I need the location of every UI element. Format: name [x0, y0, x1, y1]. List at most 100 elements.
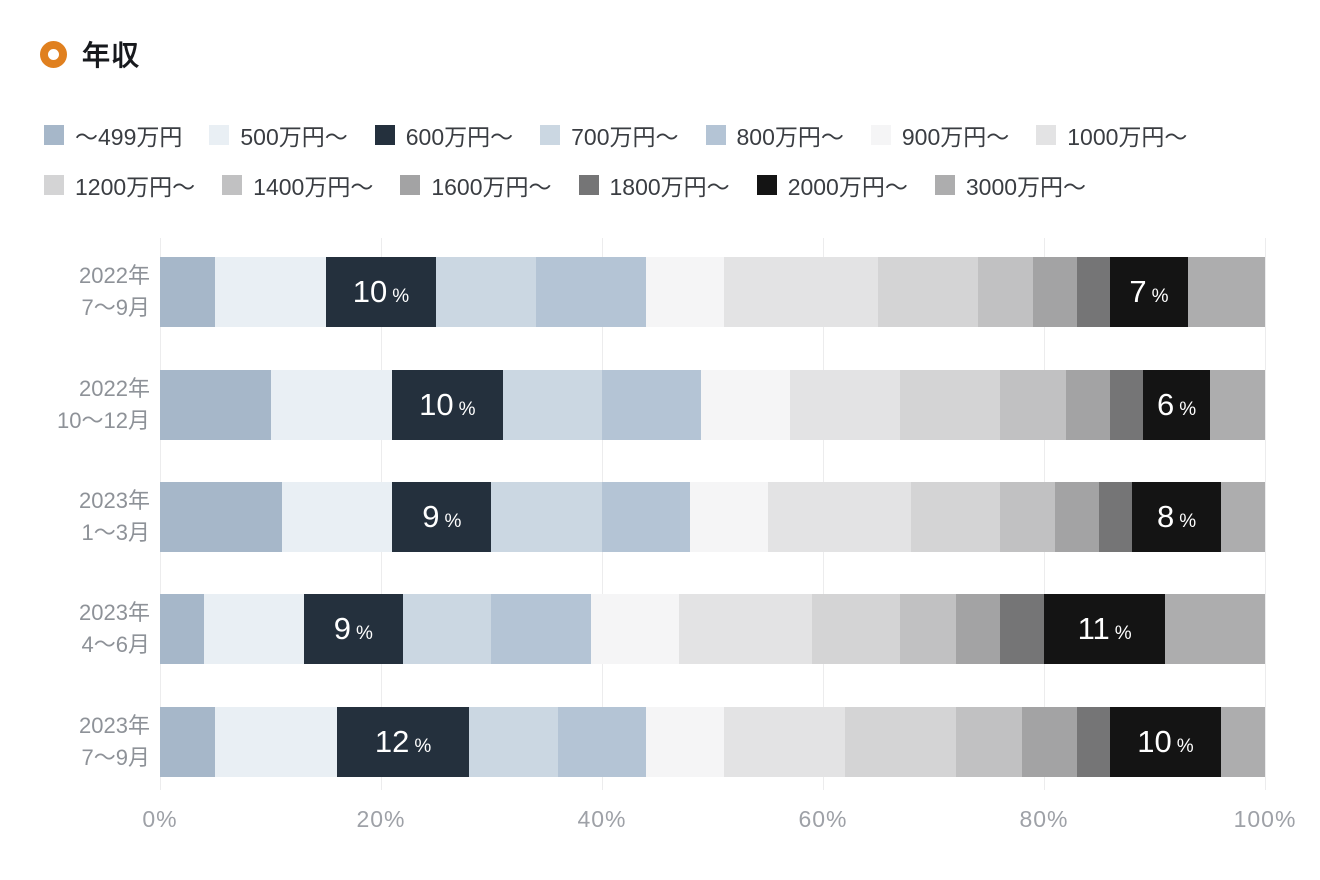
bar-segment — [1032, 257, 1078, 327]
bar-segment: 10% — [1110, 707, 1221, 777]
bar-segment — [281, 482, 393, 552]
legend: 〜499万円 500万円〜 600万円〜 700万円〜 800万円〜 900万円〜 1000… — [44, 118, 1294, 202]
legend-swatch — [374, 125, 395, 145]
row-label-line: 4〜6月 — [81, 632, 150, 657]
segment-value-label: 8% — [1157, 499, 1196, 535]
legend-item: 〜499万円 — [44, 118, 182, 152]
bar-segment — [160, 482, 282, 552]
legend-swatch — [44, 125, 64, 145]
row-label-line: 10〜12月 — [57, 408, 150, 433]
row-label-line: 2022年 — [79, 263, 150, 288]
segment-value-label: 10% — [419, 387, 475, 423]
legend-label: 500万円〜 — [240, 124, 348, 150]
bar-segment — [1055, 482, 1100, 552]
bar-segment — [215, 257, 326, 327]
segment-value-label: 9% — [422, 499, 461, 535]
bar-segment — [204, 594, 304, 664]
legend-label: 3000万円〜 — [965, 174, 1087, 200]
bar-segment — [491, 482, 602, 552]
bar-segment — [679, 594, 812, 664]
x-tick-label: 0% — [142, 806, 178, 832]
row-label-line: 7〜9月 — [81, 745, 150, 770]
bar-segment — [723, 257, 879, 327]
bar-row: 10% 7% — [160, 257, 1265, 327]
bar-segment — [1021, 707, 1078, 777]
bar-segment — [436, 257, 536, 327]
bar-segment: 8% — [1132, 482, 1221, 552]
row-label-line: 2023年 — [79, 713, 150, 738]
x-axis: 0% 20% 40% 60% 80% 100% — [142, 806, 1295, 836]
bar-segment — [767, 482, 912, 552]
row-label-line: 1〜3月 — [81, 520, 150, 545]
bar-segment — [789, 370, 901, 440]
legend-item: 1400万円〜 — [222, 168, 373, 202]
percent-sign: % — [392, 286, 410, 307]
legend-label: 1400万円〜 — [253, 174, 374, 200]
segment-value-number: 10 — [1137, 724, 1172, 759]
bar-segment — [999, 482, 1055, 552]
grid-line — [1265, 238, 1266, 790]
x-tick-label: 20% — [356, 806, 406, 832]
x-tick-label: 60% — [798, 806, 848, 832]
bar-segment: 10% — [325, 257, 437, 327]
row-label: 2023年 4〜6月 — [20, 597, 150, 661]
segment-value-number: 8 — [1156, 499, 1175, 534]
percent-sign: % — [1151, 286, 1169, 307]
row-label: 2022年 7〜9月 — [20, 260, 150, 324]
bar-segment — [811, 594, 901, 664]
row-label-line: 2023年 — [79, 600, 150, 625]
bar-segment — [535, 257, 647, 327]
percent-sign: % — [444, 511, 462, 532]
bar-segment — [955, 707, 1022, 777]
bar-segment — [1110, 370, 1144, 440]
segment-value-number: 10 — [419, 387, 454, 422]
bar-segment — [590, 594, 680, 664]
legend-swatch — [222, 175, 243, 195]
legend-item: 1800万円〜 — [578, 168, 730, 202]
legend-swatch — [400, 175, 421, 195]
plot-area: 10% 7% 10% 6% 9% 8% 9% 11% 12% 10% — [160, 238, 1266, 790]
legend-item: 3000万円〜 — [934, 168, 1087, 202]
segment-value-number: 12 — [374, 724, 410, 759]
legend-label: 1800万円〜 — [609, 174, 730, 200]
legend-swatch — [578, 175, 599, 195]
chart-header: 年収 — [40, 34, 140, 74]
bar-segment — [690, 482, 768, 552]
segment-value-number: 10 — [352, 274, 388, 309]
segment-value-label: 10% — [353, 274, 409, 310]
bar-segment — [1187, 257, 1265, 327]
segment-value-label: 7% — [1129, 274, 1168, 310]
legend-label: 900万円〜 — [901, 124, 1010, 150]
row-label: 2022年 10〜12月 — [20, 373, 150, 437]
bar-segment — [1077, 257, 1111, 327]
percent-sign: % — [1179, 399, 1197, 420]
segment-value-number: 6 — [1156, 387, 1175, 422]
segment-value-label: 11% — [1078, 611, 1132, 647]
bar-segment: 7% — [1110, 257, 1188, 327]
legend-label: 1600万円〜 — [431, 174, 552, 200]
bar-segment: 6% — [1143, 370, 1210, 440]
bar-segment — [1099, 482, 1133, 552]
x-tick-label: 40% — [577, 806, 627, 832]
bar-segment — [999, 594, 1044, 664]
segment-value-number: 9 — [422, 499, 440, 534]
legend-item: 1200万円〜 — [44, 168, 195, 202]
segment-value-number: 11 — [1077, 611, 1110, 646]
bar-segment — [270, 370, 393, 440]
bar-segment — [646, 257, 724, 327]
legend-item: 900万円〜 — [870, 118, 1010, 152]
bar-segment: 9% — [392, 482, 492, 552]
bar-segment — [955, 594, 1000, 664]
bar-segment — [491, 594, 591, 664]
bar-segment — [160, 370, 271, 440]
bar-segment — [1220, 707, 1265, 777]
legend-swatch — [1036, 125, 1057, 145]
bar-segment: 12% — [336, 707, 470, 777]
bar-row: 12% 10% — [160, 707, 1265, 777]
bar-segment — [215, 707, 337, 777]
bar-segment — [160, 707, 216, 777]
segment-value-number: 9 — [333, 611, 352, 646]
ring-icon — [40, 40, 67, 68]
bar-segment — [878, 257, 978, 327]
row-label-line: 2022年 — [79, 376, 150, 401]
